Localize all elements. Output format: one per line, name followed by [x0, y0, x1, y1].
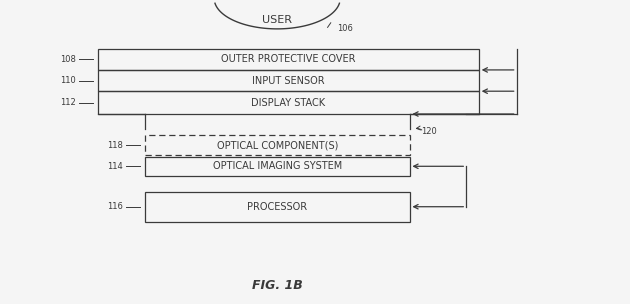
Text: 112: 112 — [60, 98, 76, 107]
Text: FIG. 1B: FIG. 1B — [252, 279, 302, 292]
Bar — [145, 157, 410, 176]
Text: 110: 110 — [60, 76, 76, 85]
Text: 118: 118 — [107, 141, 123, 150]
Text: OPTICAL IMAGING SYSTEM: OPTICAL IMAGING SYSTEM — [212, 161, 342, 171]
Text: 120: 120 — [421, 127, 437, 136]
Text: INPUT SENSOR: INPUT SENSOR — [252, 76, 324, 85]
Text: 108: 108 — [60, 55, 76, 64]
Bar — [98, 91, 479, 114]
Text: USER: USER — [262, 15, 292, 25]
Text: 114: 114 — [107, 162, 123, 171]
Text: OPTICAL COMPONENT(S): OPTICAL COMPONENT(S) — [217, 140, 338, 150]
Text: OUTER PROTECTIVE COVER: OUTER PROTECTIVE COVER — [221, 54, 355, 64]
Bar — [145, 192, 410, 222]
Bar — [98, 70, 479, 91]
Text: 116: 116 — [107, 202, 123, 211]
Bar — [145, 135, 410, 155]
Text: DISPLAY STACK: DISPLAY STACK — [251, 98, 325, 108]
Text: 106: 106 — [337, 24, 353, 33]
Bar — [98, 49, 479, 70]
Text: PROCESSOR: PROCESSOR — [247, 202, 307, 212]
